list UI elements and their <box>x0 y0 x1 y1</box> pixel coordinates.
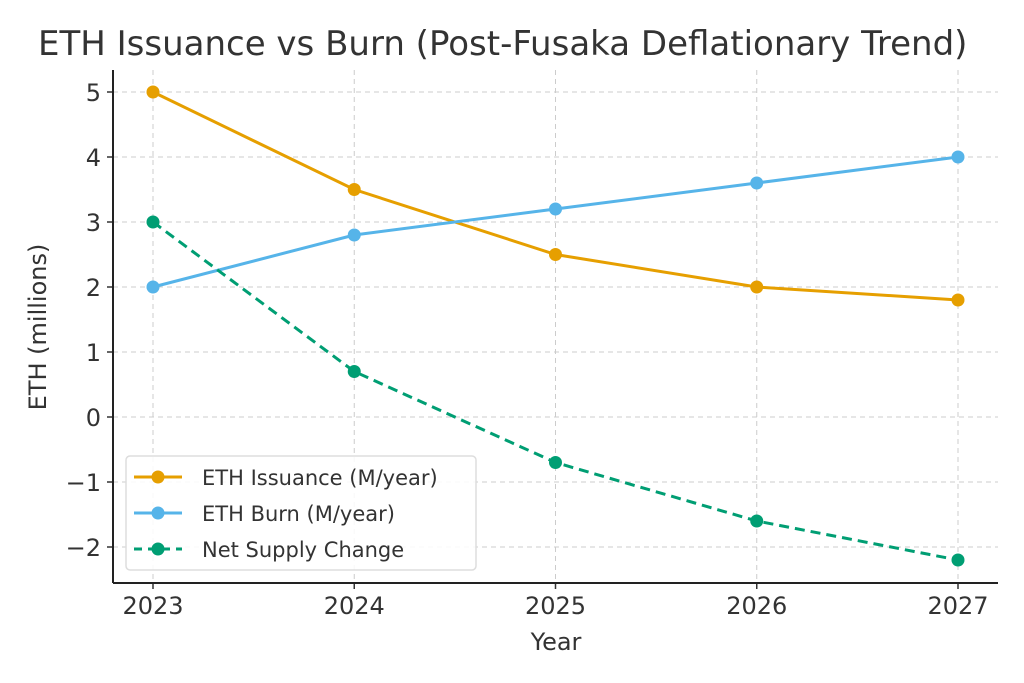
y-tick-label: 3 <box>86 209 101 237</box>
legend-label: ETH Burn (M/year) <box>202 502 395 526</box>
y-tick-label: 0 <box>86 404 101 432</box>
chart-title: ETH Issuance vs Burn (Post-Fusaka Deflat… <box>38 24 967 64</box>
legend: ETH Issuance (M/year) ETH Burn (M/year) Ne… <box>125 455 477 571</box>
y-tick-label: −1 <box>66 469 101 497</box>
data-point <box>347 228 361 242</box>
legend-marker <box>151 506 165 520</box>
series-group <box>146 85 965 567</box>
data-point <box>750 280 764 294</box>
data-point <box>347 183 361 196</box>
y-axis-label: ETH (millions) <box>24 244 52 411</box>
series-3 <box>146 215 965 567</box>
data-point <box>951 150 965 164</box>
x-tick-label: 2026 <box>726 592 787 620</box>
legend-marker <box>151 470 165 484</box>
data-point <box>549 248 562 261</box>
x-tick-label: 2024 <box>324 592 385 620</box>
data-point <box>146 85 160 99</box>
data-point <box>951 553 965 567</box>
legend-label: ETH Issuance (M/year) <box>202 466 438 490</box>
data-point <box>750 176 764 190</box>
y-tick-label: 1 <box>86 339 101 367</box>
legend-marker <box>151 542 165 556</box>
data-point <box>750 514 764 528</box>
axes: 2023 2024 2025 2026 2027 −2 −1 0 1 2 3 4 5 <box>66 70 998 620</box>
data-point <box>146 215 160 229</box>
series-1 <box>146 85 965 307</box>
y-tick-label: −2 <box>66 534 101 562</box>
y-tick-label: 2 <box>86 274 101 302</box>
series-2 <box>146 150 965 294</box>
x-tick-label: 2023 <box>122 592 183 620</box>
x-tick-label: 2025 <box>525 592 586 620</box>
legend-box <box>125 455 477 571</box>
data-point <box>549 202 562 216</box>
y-tick-label: 5 <box>86 79 101 107</box>
legend-label: Net Supply Change <box>202 538 404 562</box>
data-point <box>347 365 361 378</box>
data-point <box>951 293 965 307</box>
data-point <box>146 280 160 294</box>
x-axis-label: Year <box>530 628 582 656</box>
data-point <box>549 456 562 469</box>
y-tick-label: 4 <box>86 144 101 172</box>
x-tick-label: 2027 <box>927 592 988 620</box>
